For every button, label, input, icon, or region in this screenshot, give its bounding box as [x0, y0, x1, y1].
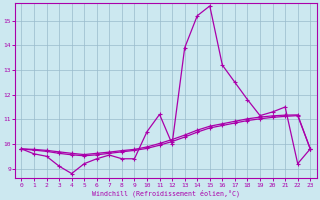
X-axis label: Windchill (Refroidissement éolien,°C): Windchill (Refroidissement éolien,°C) [92, 189, 240, 197]
